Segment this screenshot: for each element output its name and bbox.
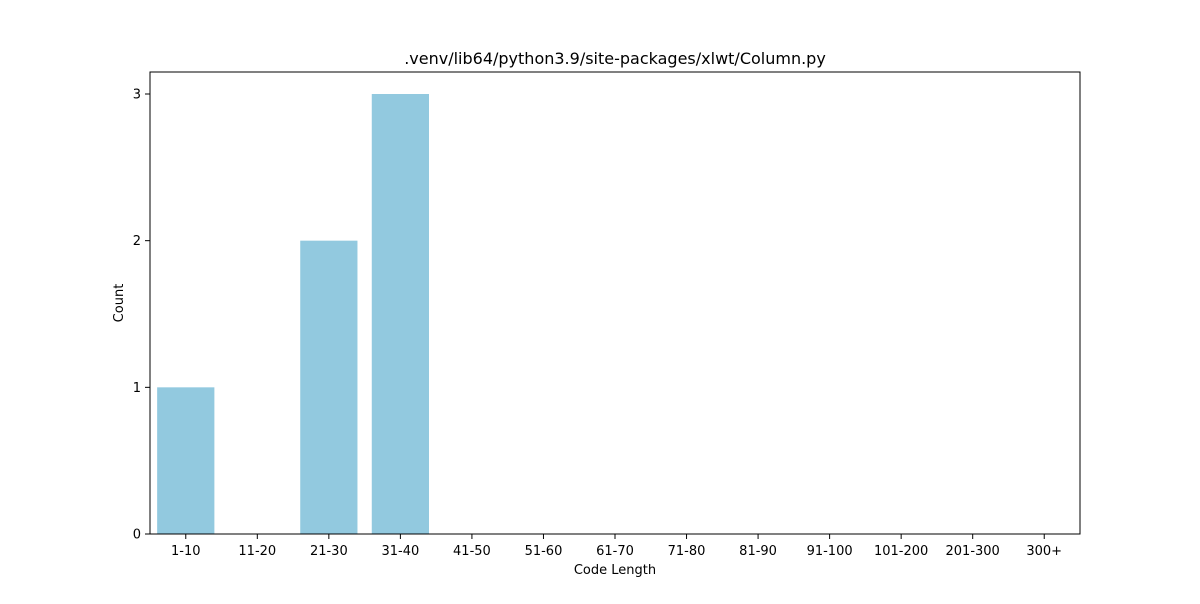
x-tick-label: 300+	[1026, 544, 1062, 559]
x-tick-label: 91-100	[807, 544, 853, 559]
y-axis-label: Count	[112, 284, 127, 323]
x-tick-label: 61-70	[596, 544, 634, 559]
chart-title: .venv/lib64/python3.9/site-packages/xlwt…	[404, 49, 826, 68]
x-tick-label: 1-10	[171, 544, 201, 559]
bars-layer	[157, 94, 429, 535]
x-axis: 1-10 11-20 21-30 31-40 41-50 51-60 61-70 71-80 8…	[171, 534, 1062, 559]
x-tick-label: 31-40	[381, 544, 419, 559]
x-tick-label: 101-200	[874, 544, 928, 559]
bar-21-30	[300, 240, 358, 535]
bar-31-40	[371, 94, 429, 534]
y-tick-label: 3	[133, 88, 141, 103]
x-tick-label: 11-20	[238, 544, 276, 559]
x-tick-label: 21-30	[310, 544, 348, 559]
y-axis: 0 1 2 3	[133, 88, 150, 543]
bar-1-10	[157, 387, 215, 534]
y-tick-label: 1	[133, 381, 141, 396]
x-tick-label: 71-80	[668, 544, 706, 559]
x-tick-label: 81-90	[739, 544, 777, 559]
plot-frame	[149, 71, 1081, 535]
x-axis-label: Code Length	[574, 563, 656, 578]
y-tick-label: 0	[133, 528, 141, 543]
y-tick-label: 2	[133, 234, 141, 249]
x-tick-label: 51-60	[525, 544, 563, 559]
x-tick-label: 201-300	[946, 544, 1000, 559]
x-tick-label: 41-50	[453, 544, 491, 559]
